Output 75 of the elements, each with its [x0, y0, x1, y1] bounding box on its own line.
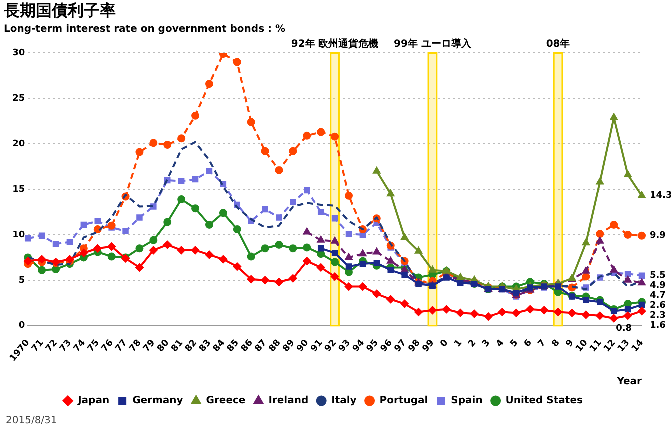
- x-tick-label: 10: [574, 338, 590, 354]
- x-tick-label: 7: [536, 338, 548, 350]
- data-label: 0.8: [616, 324, 632, 334]
- legend-label: Italy: [332, 396, 358, 407]
- x-tick-label: 79: [142, 338, 158, 354]
- y-tick-label: 5: [18, 276, 26, 286]
- band-label: 08年: [546, 38, 570, 50]
- x-tick-label: 86: [240, 338, 256, 354]
- x-tick-label: 2: [466, 338, 479, 350]
- x-tick-label: 99: [421, 338, 437, 354]
- y-tick-label: 15: [12, 184, 26, 195]
- legend-label: Germany: [132, 396, 184, 407]
- band-label: 92年 欧州通貨危機: [291, 38, 379, 50]
- data-label: 1.6: [650, 321, 666, 332]
- data-label: 2.3: [650, 311, 666, 322]
- x-tick-label: 92: [323, 338, 340, 354]
- legend-label: Portugal: [380, 396, 428, 407]
- x-tick-label: 94: [351, 338, 368, 354]
- x-tick-label: 1: [453, 338, 465, 350]
- x-tick-label: 82: [184, 338, 200, 354]
- legend-label: Greece: [206, 396, 246, 407]
- data-label: 14.3: [650, 191, 672, 202]
- x-tick-label: 80: [156, 338, 172, 354]
- legend-label: Japan: [77, 396, 110, 407]
- x-tick-label: 97: [393, 338, 409, 354]
- legend-label: Spain: [451, 396, 483, 407]
- legend-label: Ireland: [268, 396, 309, 407]
- x-tick-label: 83: [198, 338, 214, 354]
- x-tick-label: 90: [296, 338, 312, 354]
- band-label: 99年 ユーロ導入: [394, 38, 472, 50]
- x-tick-label: 3: [480, 338, 493, 350]
- x-tick-label: 72: [44, 338, 60, 354]
- y-tick-label: 20: [12, 139, 26, 150]
- x-tick-label: 11: [588, 338, 604, 354]
- x-tick-label: 71: [30, 338, 46, 354]
- x-tick-label: 81: [170, 338, 186, 354]
- x-tick-label: 76: [100, 338, 116, 354]
- x-tick-label: 75: [86, 338, 102, 354]
- x-tick-label: 98: [407, 338, 423, 354]
- x-tick-label: 88: [268, 338, 284, 354]
- x-tick-label: 73: [58, 338, 74, 354]
- x-tick-label: 85: [226, 338, 242, 354]
- x-tick-label: 9: [564, 338, 576, 350]
- x-tick-label: 87: [254, 338, 270, 354]
- x-tick-label: 78: [128, 338, 144, 354]
- data-label: 9.9: [650, 231, 666, 242]
- x-tick-label: 74: [72, 338, 88, 354]
- y-tick-label: 25: [12, 94, 26, 104]
- x-tick-label: 0: [439, 338, 451, 350]
- x-axis-title: Year: [616, 376, 642, 388]
- chart-title: 長期国債利子率: [3, 0, 116, 20]
- data-label: 2.6: [650, 301, 666, 312]
- y-tick-label: 0: [18, 321, 26, 332]
- y-tick-label: 10: [12, 230, 26, 240]
- y-tick-label: 30: [12, 48, 26, 59]
- x-tick-label: 12: [602, 338, 618, 354]
- text: 2015/8/31: [6, 416, 58, 427]
- x-tick-label: 96: [379, 338, 395, 354]
- x-tick-label: 77: [114, 338, 130, 354]
- data-label: 4.7: [650, 291, 666, 302]
- x-tick-label: 89: [282, 338, 298, 354]
- x-tick-label: 95: [365, 338, 381, 354]
- x-tick-label: 6: [522, 338, 534, 350]
- chart-subtitle: Long-term interest rate on government bonds : %: [4, 24, 286, 35]
- x-tick-label: 13: [616, 338, 632, 354]
- x-tick-label: 4: [494, 338, 507, 350]
- x-tick-label: 5: [508, 338, 521, 350]
- x-tick-label: 91: [309, 338, 326, 354]
- x-tick-label: 84: [212, 338, 228, 354]
- x-tick-label: 93: [337, 338, 354, 354]
- x-tick-label: 8: [550, 338, 562, 350]
- data-label: 5.5: [650, 271, 666, 282]
- x-tick-label: 14: [630, 338, 646, 354]
- legend-label: United States: [506, 396, 583, 407]
- data-label: 4.9: [650, 281, 666, 292]
